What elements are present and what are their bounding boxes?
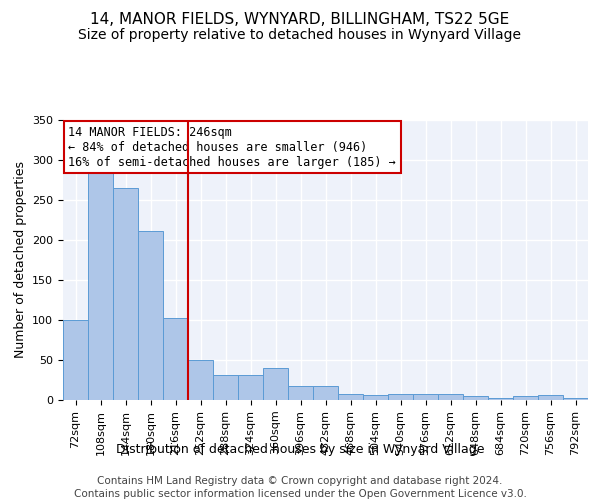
Bar [213, 375, 238, 400]
Bar [238, 375, 263, 400]
Bar [338, 394, 363, 400]
Bar [138, 231, 163, 400]
Y-axis label: Number of detached properties: Number of detached properties [14, 162, 26, 358]
Bar [488, 398, 513, 400]
Text: 14 MANOR FIELDS: 246sqm
← 84% of detached houses are smaller (946)
16% of semi-d: 14 MANOR FIELDS: 246sqm ← 84% of detache… [68, 126, 396, 168]
Text: Size of property relative to detached houses in Wynyard Village: Size of property relative to detached ho… [79, 28, 521, 42]
Bar [288, 386, 313, 400]
Text: Distribution of detached houses by size in Wynyard Village: Distribution of detached houses by size … [116, 442, 484, 456]
Bar [463, 396, 488, 400]
Bar [163, 318, 188, 400]
Bar [188, 360, 213, 400]
Text: Contains HM Land Registry data © Crown copyright and database right 2024.: Contains HM Land Registry data © Crown c… [97, 476, 503, 486]
Bar [388, 394, 413, 400]
Bar [413, 394, 438, 400]
Bar [538, 395, 563, 400]
Bar [513, 396, 538, 400]
Text: Contains public sector information licensed under the Open Government Licence v3: Contains public sector information licen… [74, 489, 526, 499]
Bar [363, 395, 388, 400]
Text: 14, MANOR FIELDS, WYNYARD, BILLINGHAM, TS22 5GE: 14, MANOR FIELDS, WYNYARD, BILLINGHAM, T… [91, 12, 509, 28]
Bar [263, 368, 288, 400]
Bar [113, 188, 138, 400]
Bar [313, 386, 338, 400]
Bar [438, 394, 463, 400]
Bar [563, 398, 588, 400]
Bar [88, 170, 113, 400]
Bar [63, 320, 88, 400]
